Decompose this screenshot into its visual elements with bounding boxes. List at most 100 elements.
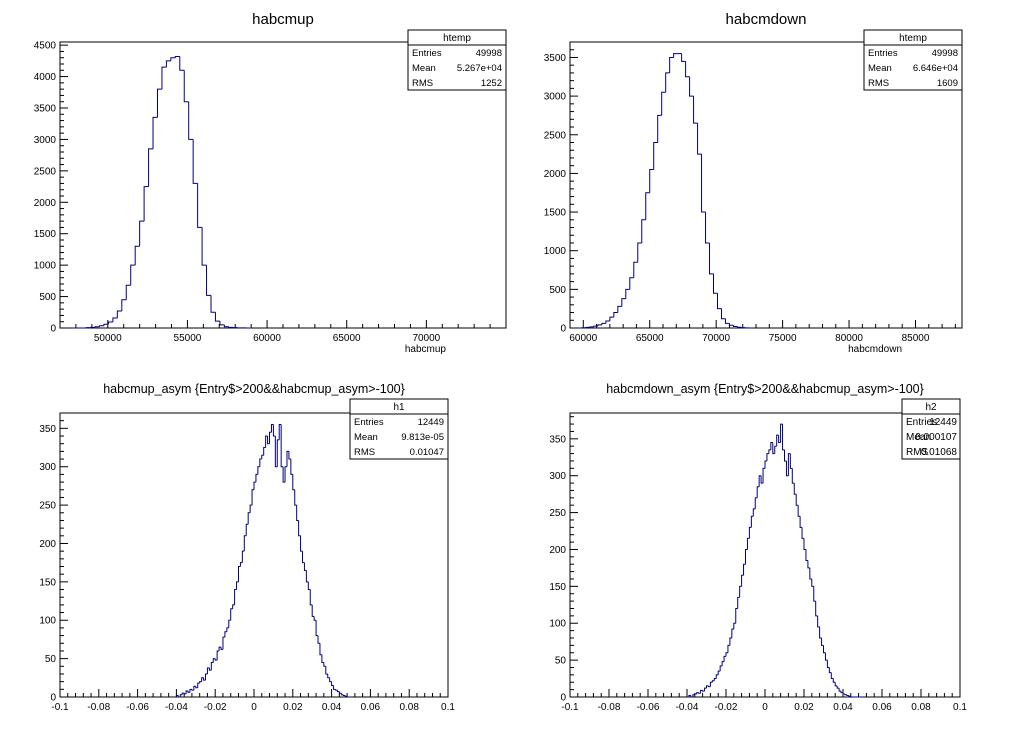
- histogram-bin: [649, 169, 654, 193]
- histogram-bin: [251, 489, 254, 506]
- histogram-bin: [750, 515, 754, 528]
- histogram-bin: [226, 627, 229, 632]
- histogram-bin: [214, 658, 218, 661]
- histogram-bin: [605, 320, 610, 324]
- histogram-bin: [161, 66, 167, 90]
- histogram-bin: [805, 549, 808, 562]
- stats-value-rms: 0.01047: [410, 447, 444, 458]
- x-tick-label: -0.06: [126, 702, 149, 713]
- histogram-bin: [290, 459, 293, 475]
- chart-title: habcmdown_asym {Entry$>200&&habcmup_asym…: [606, 382, 924, 396]
- histogram-bin: [819, 626, 822, 639]
- histogram-bin: [179, 56, 185, 71]
- y-tick-label: 3000: [34, 135, 57, 146]
- x-tick-label: 0.02: [283, 702, 303, 713]
- y-tick-label: 2500: [34, 166, 57, 177]
- histogram-bin: [288, 451, 291, 460]
- stats-label-mean: Mean: [868, 63, 892, 74]
- histogram-bin: [130, 264, 136, 286]
- histogram-bin: [340, 693, 344, 696]
- histogram-bin: [826, 660, 830, 668]
- x-tick-label: -0.02: [715, 702, 738, 713]
- stats-value-entries: 12449: [929, 417, 957, 428]
- histogram-bin: [673, 53, 678, 58]
- histogram-bin: [315, 620, 319, 637]
- histogram-bin: [735, 607, 738, 624]
- histogram-bin: [177, 695, 181, 698]
- histogram-bin: [247, 512, 251, 525]
- histogram-bin: [272, 424, 276, 437]
- chart-title: habcmup_asym {Entry$>200&&habcmup_asym>-…: [103, 382, 405, 396]
- x-tick-label: 60000: [253, 333, 281, 344]
- histogram-bin: [274, 436, 278, 468]
- histogram-bin: [813, 586, 816, 602]
- histogram-bin: [850, 696, 853, 698]
- stats-label-mean: Mean: [354, 432, 378, 443]
- histogram-bin: [210, 295, 216, 313]
- x-tick-label: 0.06: [872, 702, 892, 713]
- histogram-bin: [778, 435, 781, 444]
- histogram-bin: [736, 326, 742, 328]
- histogram-bin: [815, 601, 818, 617]
- histogram-bin: [795, 494, 799, 506]
- histogram-bin: [199, 681, 202, 684]
- histogram-bin: [228, 619, 231, 628]
- histogram-bin: [187, 690, 190, 693]
- histogram-bin: [653, 141, 658, 170]
- histogram-bin: [321, 654, 324, 663]
- stats-label-entries: Entries: [868, 48, 898, 59]
- histogram-bin: [210, 661, 214, 671]
- histogram-bin: [170, 57, 176, 61]
- histogram-bin: [713, 678, 717, 681]
- stats-box: h1 Entries 12449 Mean 9.813e-05 RMS 0.01047: [349, 398, 449, 460]
- histogram-bin: [764, 460, 767, 469]
- histogram-bin: [697, 123, 702, 155]
- histogram-bin: [629, 277, 634, 290]
- histogram-bin: [665, 72, 670, 93]
- histogram-bin: [112, 317, 118, 323]
- histogram-bin: [305, 570, 309, 583]
- stats-label-entries: Entries: [354, 417, 384, 428]
- y-tick-label: 3000: [544, 92, 567, 103]
- histogram-bin: [156, 88, 162, 118]
- histogram-bin: [195, 686, 198, 689]
- histogram-bin: [103, 323, 109, 326]
- y-tick-label: 200: [549, 545, 566, 556]
- histogram-bin: [719, 665, 723, 672]
- histogram-bin: [249, 504, 253, 513]
- y-tick-label: 0: [50, 693, 56, 704]
- histogram-bin: [307, 581, 311, 591]
- histogram-bin: [641, 219, 646, 243]
- histogram-bin: [705, 212, 710, 244]
- histogram-bin: [832, 678, 836, 683]
- y-tick-label: 1000: [544, 246, 567, 257]
- histogram-bin: [690, 695, 693, 698]
- stats-box-frame: [863, 29, 963, 91]
- y-tick-label: 350: [39, 424, 56, 435]
- histogram-bin: [780, 423, 783, 443]
- chart-panel-2: habcmdown 60000 65000 70000 75000 80000 85000 0…: [544, 11, 963, 355]
- histogram-bin: [754, 497, 758, 509]
- histogram-bin: [203, 677, 206, 681]
- y-tick-label: 50: [555, 656, 567, 667]
- x-tick-label: 0.06: [361, 702, 381, 713]
- y-tick-label: 3500: [34, 104, 57, 115]
- histogram-bin: [107, 321, 113, 325]
- x-tick-label: 0.04: [833, 702, 853, 713]
- histogram-bin: [645, 192, 650, 220]
- stats-value-mean: 0.000107: [915, 432, 957, 443]
- histogram-bin: [174, 55, 180, 58]
- x-tick-label: 0.04: [322, 702, 342, 713]
- histogram-bin: [689, 76, 694, 97]
- histogram-bin: [743, 563, 746, 576]
- x-tick-label: 0.1: [953, 702, 967, 713]
- histogram-bin: [224, 631, 227, 638]
- histogram-bin: [821, 637, 824, 646]
- histogram-bin: [234, 589, 237, 605]
- histogram-bin: [99, 325, 104, 327]
- histogram-bin: [280, 424, 284, 468]
- histogram-series: [687, 423, 863, 698]
- histogram-bin: [717, 670, 721, 675]
- histogram-bin: [737, 596, 740, 609]
